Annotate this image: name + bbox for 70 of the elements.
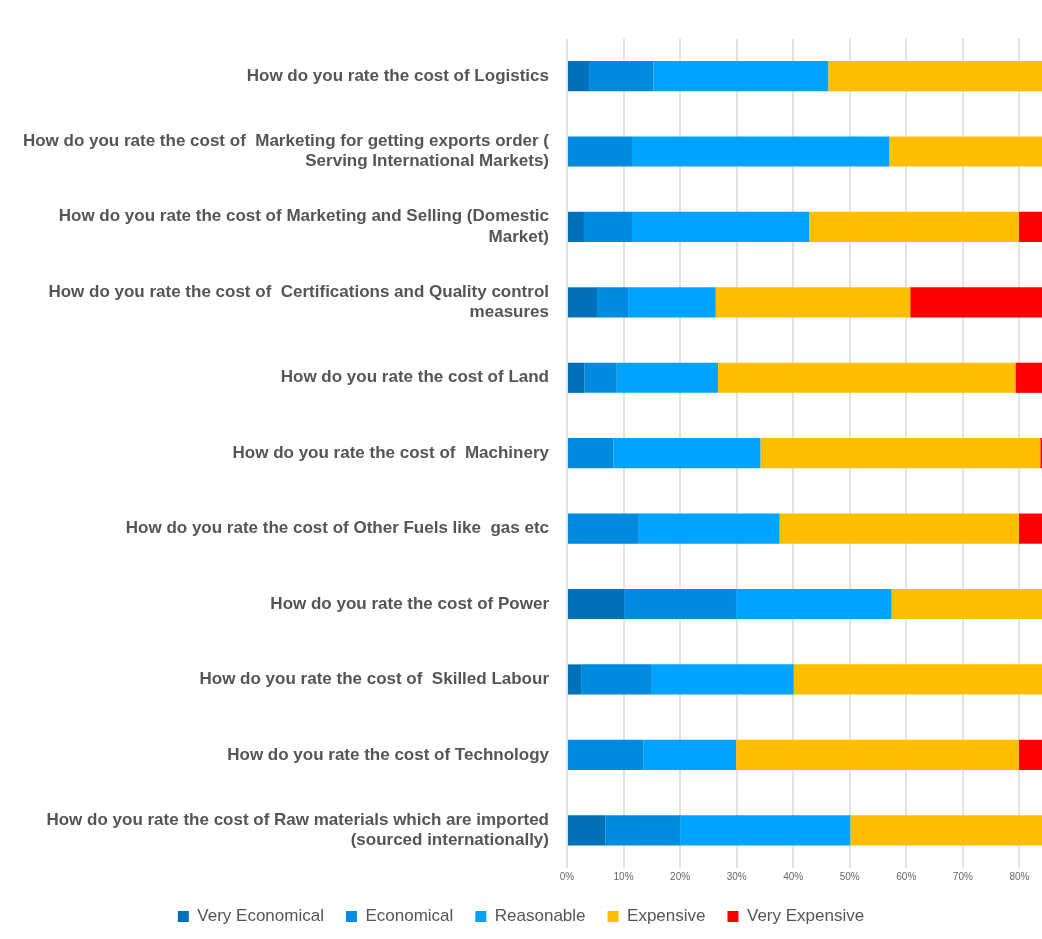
bar (596, 287, 629, 318)
legend-label: Very Expensive (746, 906, 865, 926)
bar (1015, 362, 1042, 393)
y-tick-label: How do you rate the cost of Land (280, 367, 549, 387)
bar (779, 513, 1019, 544)
bar (643, 739, 737, 770)
bar (632, 136, 890, 167)
bar (632, 211, 810, 243)
y-tick-label: How do you rate the cost of Other Fuels like gas etc (125, 518, 549, 538)
bar (889, 136, 1042, 167)
x-tick-label: 20% (670, 870, 691, 882)
bar (589, 61, 654, 92)
bar (736, 588, 892, 620)
bar (581, 664, 652, 695)
y-tick-label: How do you rate the cost of Raw materials which are imported (sourced internationally) (46, 809, 549, 850)
bar (568, 588, 625, 620)
y-tick-label: How do you rate the cost of Skilled Labour (199, 669, 550, 689)
x-tick-label: 80% (1009, 870, 1030, 882)
bar (760, 438, 1041, 469)
y-tick-label: How do you rate the cost of Logistics (246, 65, 549, 85)
bar (651, 664, 794, 695)
x-tick-label: 40% (783, 870, 804, 882)
bar (653, 61, 829, 92)
bar (624, 588, 737, 620)
x-tick-label: 0% (559, 870, 575, 882)
bar (680, 815, 851, 846)
bar (793, 664, 1042, 695)
bar (1018, 211, 1042, 243)
bar (1018, 739, 1042, 770)
x-tick-label: 30% (726, 870, 747, 882)
x-tick-label: 10% (613, 870, 634, 882)
legend-label: Economical (365, 906, 454, 926)
bar (568, 438, 614, 469)
y-tick-label: How do you rate the cost of Machinery (232, 442, 550, 462)
bar (1018, 513, 1042, 544)
bar (568, 815, 606, 846)
x-tick-label: 60% (896, 870, 917, 882)
bar (605, 815, 681, 846)
bar (809, 211, 1019, 243)
y-tick-label: How do you rate the cost of Marketing for getting exports order ( Serving International Markets) (22, 131, 550, 171)
bar (583, 211, 633, 243)
legend-label: Very Economical (197, 906, 324, 926)
bar (568, 739, 644, 770)
bar (568, 136, 633, 167)
bar (568, 664, 582, 695)
bar (850, 815, 1042, 846)
bar (568, 513, 639, 544)
bar (638, 513, 780, 544)
x-tick-label: 70% (952, 870, 973, 882)
bar (828, 61, 1042, 92)
bar (628, 287, 716, 318)
y-tick-label: How do you rate the cost of Power (270, 593, 550, 613)
y-tick-label: How do you rate the cost of Marketing and Selling (Domestic Market) (58, 206, 549, 246)
y-tick-label: How do you rate the cost of Technology (227, 744, 550, 764)
bar (568, 287, 597, 318)
bar (616, 362, 718, 393)
bar (568, 362, 585, 393)
bar (910, 287, 1042, 318)
bar (568, 61, 590, 92)
bar (568, 211, 584, 243)
bar (715, 287, 911, 318)
bar (717, 362, 1016, 393)
bar (613, 438, 761, 469)
bar (584, 362, 617, 393)
legend-label: Reasonable (494, 906, 586, 926)
x-tick-label: 50% (839, 870, 860, 882)
legend-label: Expensive (627, 906, 706, 926)
bar (736, 739, 1019, 770)
bar (891, 588, 1042, 620)
y-tick-label: How do you rate the cost of Certifications and Quality control measures (48, 281, 549, 322)
